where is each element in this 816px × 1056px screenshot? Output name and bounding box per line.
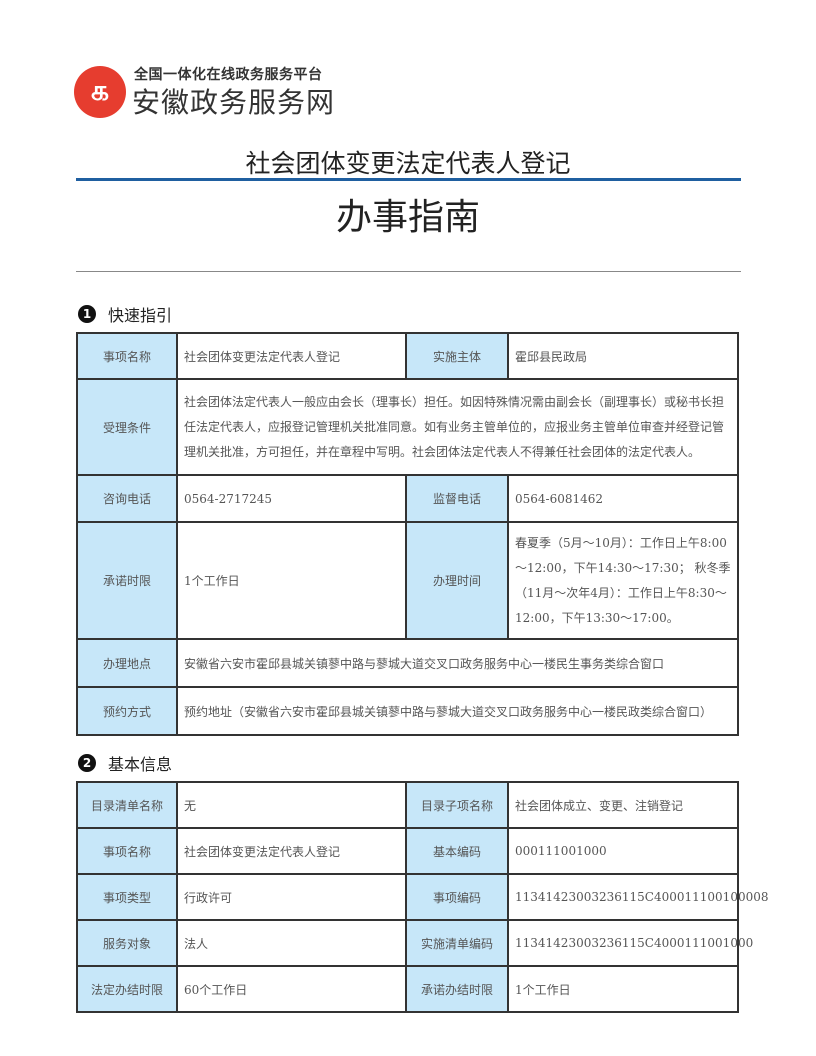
table-row: 法定办结时限 60个工作日 承诺办结时限 1个工作日 [76, 965, 739, 1013]
label-cell: 事项名称 [76, 332, 178, 380]
value-cell: 安徽省六安市霍邱县城关镇蓼中路与蓼城大道交叉口政务服务中心一楼民生事务类综合窗口 [176, 638, 739, 688]
table-row: 事项名称 社会团体变更法定代表人登记 基本编码 000111001000 [76, 827, 739, 875]
logo-platform-text: 全国一体化在线政务服务平台 [134, 67, 323, 83]
value-cell: 春夏季（5月～10月）：工作日上午8:00～12:00，下午14:30～17:3… [507, 521, 739, 640]
section-title: 基本信息 [108, 755, 173, 774]
value-cell: 11341423003236115C4000111001000 [507, 919, 753, 967]
label-cell: 受理条件 [76, 378, 178, 476]
label-cell: 目录子项名称 [405, 781, 509, 829]
section-divider [76, 271, 741, 272]
logo: ௧ 全国一体化在线政务服务平台 安徽政务服务网 [74, 64, 344, 119]
section-heading-quick: 1 快速指引 [78, 302, 172, 326]
basic-info-table: 目录清单名称无目录子项名称 社会团体成立、变更、注销登记 事项名称 社会团体变更法定代… [76, 781, 769, 1013]
label-cell: 事项类型 [76, 873, 178, 921]
table-row: 咨询电话 0564-2717245 监督电话 0564-6081462 [76, 474, 739, 523]
value-cell: 社会团体变更法定代表人登记 [176, 827, 407, 875]
label-cell: 预约方式 [76, 686, 178, 736]
value-cell: 预约地址（安徽省六安市霍邱县城关镇蓼中路与蓼城大道交叉口政务服务中心一楼民政类综… [176, 686, 739, 736]
table-row: 目录清单名称无目录子项名称 社会团体成立、变更、注销登记 [76, 781, 739, 829]
value-cell: 社会团体成立、变更、注销登记 [507, 781, 739, 829]
value-cell: 0564-6081462 [507, 474, 739, 523]
value-cell: 000111001000 [507, 827, 739, 875]
title-divider [76, 178, 741, 181]
number-badge-icon: 1 [78, 305, 96, 323]
label-cell: 承诺时限 [76, 521, 178, 640]
value-cell: 行政许可 [176, 873, 407, 921]
value-cell: 1个工作日 [507, 965, 739, 1013]
value-cell: 60个工作日 [176, 965, 407, 1013]
quick-guide-table: 事项名称 社会团体变更法定代表人登记 实施主体 霍邱县民政局 受理条件 社会团体… [76, 332, 739, 736]
value-cell: 社会团体法定代表人一般应由会长（理事长）担任。如因特殊情况需由副会长（副理事长）… [176, 378, 739, 476]
label-cell: 承诺办结时限 [405, 965, 509, 1013]
table-row: 承诺时限 1个工作日 办理时间 春夏季（5月～10月）：工作日上午8:00～12… [76, 521, 739, 640]
label-cell: 法定办结时限 [76, 965, 178, 1013]
value-cell: 11341423003236115C400011100100008 [507, 873, 769, 921]
table-row: 服务对象 法人 实施清单编码 11341423003236115C4000111001… [76, 919, 753, 967]
value-cell: 0564-2717245 [176, 474, 407, 523]
label-cell: 服务对象 [76, 919, 178, 967]
label-cell: 实施主体 [405, 332, 509, 380]
label-cell: 事项编码 [405, 873, 509, 921]
value-cell: 社会团体变更法定代表人登记 [176, 332, 407, 380]
number-badge-icon: 2 [78, 754, 96, 772]
label-cell: 办理时间 [405, 521, 509, 640]
value-cell: 无 [176, 781, 407, 829]
value-cell: 法人 [176, 919, 407, 967]
label-cell: 实施清单编码 [405, 919, 509, 967]
label-cell: 咨询电话 [76, 474, 178, 523]
document-title: 社会团体变更法定代表人登记 [245, 149, 571, 178]
logo-mark-icon: ௧ [74, 66, 126, 118]
label-cell: 事项名称 [76, 827, 178, 875]
table-row: 事项名称 社会团体变更法定代表人登记 实施主体 霍邱县民政局 [76, 332, 739, 380]
table-row: 预约方式 预约地址（安徽省六安市霍邱县城关镇蓼中路与蓼城大道交叉口政务服务中心一… [76, 686, 739, 736]
section-heading-basic: 2 基本信息 [78, 751, 172, 775]
label-cell: 目录清单名称 [76, 781, 178, 829]
section-title: 快速指引 [108, 306, 173, 325]
label-cell: 监督电话 [405, 474, 509, 523]
logo-name-text: 安徽政务服务网 [132, 86, 336, 119]
label-cell: 基本编码 [405, 827, 509, 875]
table-row: 办理地点 安徽省六安市霍邱县城关镇蓼中路与蓼城大道交叉口政务服务中心一楼民生事务… [76, 638, 739, 688]
value-cell: 霍邱县民政局 [507, 332, 739, 380]
label-cell: 办理地点 [76, 638, 178, 688]
document-subtitle: 办事指南 [335, 197, 480, 238]
table-row: 事项类型 行政许可 事项编码 11341423003236115C4000111001… [76, 873, 769, 921]
table-row: 受理条件 社会团体法定代表人一般应由会长（理事长）担任。如因特殊情况需由副会长（… [76, 378, 739, 476]
value-cell: 1个工作日 [176, 521, 407, 640]
